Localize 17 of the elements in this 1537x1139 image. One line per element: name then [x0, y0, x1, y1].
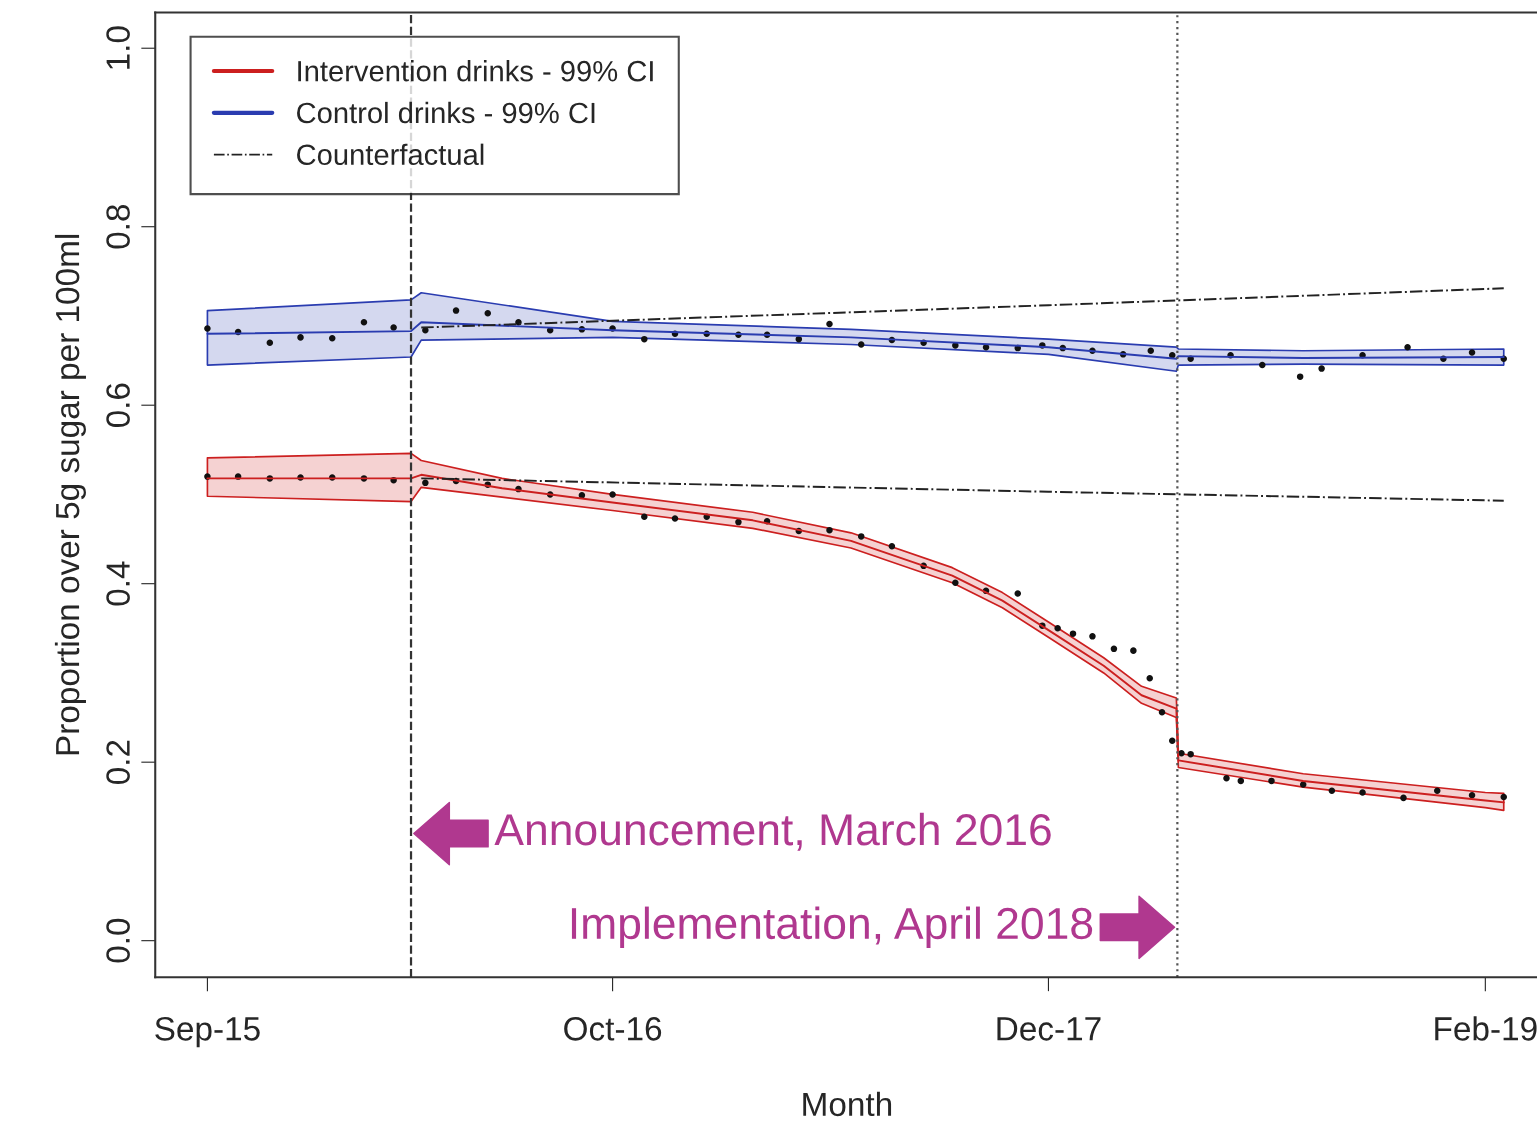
legend-label: Control drinks - 99% CI	[297, 101, 595, 124]
y-tick-label: 1.0	[106, 26, 130, 69]
legend-label: Counterfactual	[297, 143, 484, 166]
x-tick-label: Dec-17	[997, 1017, 1101, 1041]
x-tick-label: Oct-16	[564, 1017, 662, 1041]
x-tick-label: Sep-15	[155, 1017, 260, 1048]
y-tick-label: 0.8	[106, 204, 130, 249]
y-axis-title: Proportion over 5g sugar per 100ml	[54, 234, 86, 755]
annotation: Implementation, April 2018	[571, 906, 1093, 948]
legend-label: Intervention drinks - 99% CI	[298, 60, 653, 82]
y-tick-label: 0.2	[106, 740, 130, 785]
x-axis-title: Month	[803, 1091, 892, 1117]
y-tick-label: 0.0	[106, 918, 130, 963]
y-tick-label: 0.4	[106, 561, 130, 606]
x-tick-label: Feb-19	[1435, 1016, 1537, 1041]
annotation: Announcement, March 2016	[494, 812, 1051, 851]
y-tick-label: 0.6	[106, 383, 130, 428]
